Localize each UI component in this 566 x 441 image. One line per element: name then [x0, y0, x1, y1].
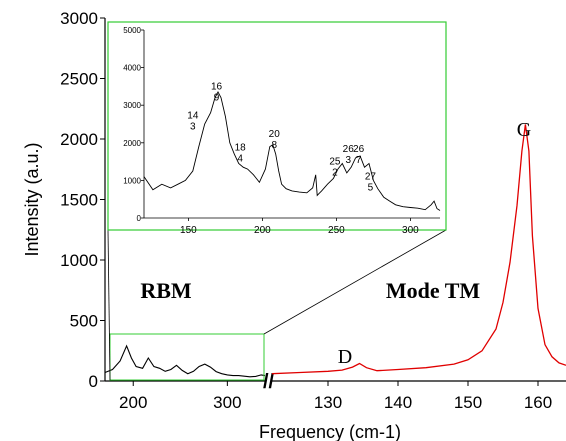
peak-label-line2: 3	[190, 121, 196, 132]
x-tick-label: 140	[384, 393, 412, 412]
mode-tm-label: Mode TM	[386, 278, 481, 303]
inset-x-tick-label: 150	[180, 225, 197, 236]
inset-x-tick-label: 250	[328, 225, 345, 236]
inset-y-tick-label: 1000	[123, 176, 141, 185]
peak-label-line1: 25	[329, 157, 341, 168]
x-tick-label: 130	[314, 393, 342, 412]
y-tick-label: 2500	[60, 70, 98, 89]
peak-label-line2: 2	[332, 168, 338, 179]
g-band-label: G	[517, 119, 531, 141]
rbm-series-line	[105, 346, 265, 377]
inset-x-tick-label: 200	[254, 225, 271, 236]
d-band-label: D	[338, 346, 352, 368]
peak-label-line1: 18	[235, 143, 247, 154]
x-tick-label: 160	[524, 393, 552, 412]
peak-label-line1: 20	[269, 129, 281, 140]
x-tick-label: 300	[213, 393, 241, 412]
inset-y-tick-label: 3000	[123, 101, 141, 110]
peak-label-line1: 27	[365, 171, 377, 182]
x-axis-title: Frequency (cm-1)	[259, 422, 401, 441]
y-tick-label: 1000	[60, 251, 98, 270]
peak-label-line1: 14	[187, 110, 199, 121]
peak-label-line2: 9	[214, 92, 220, 103]
y-tick-label: 2000	[60, 130, 98, 149]
rbm-label: RBM	[140, 278, 192, 303]
rbm-spectrum-series	[105, 346, 265, 377]
peak-label-line2: 5	[368, 182, 374, 193]
inset-y-tick-label: 0	[137, 214, 142, 223]
rbm-zoom-region	[108, 230, 446, 380]
inset-y-tick-label: 2000	[123, 139, 141, 148]
inset-y-tick-label: 4000	[123, 64, 141, 73]
peak-label-line2: 8	[271, 140, 277, 151]
y-tick-label: 3000	[60, 9, 98, 28]
peak-label-line2: 7	[356, 155, 362, 166]
peak-label-line2: 4	[237, 154, 243, 165]
y-tick-label: 500	[70, 312, 98, 331]
zoom-connector-line	[108, 230, 110, 380]
inset-y-tick-label: 5000	[123, 26, 141, 35]
inset-x-tick-label: 300	[402, 225, 419, 236]
x-tick-label: 150	[454, 393, 482, 412]
peak-label-line1: 26	[353, 144, 365, 155]
y-tick-label: 0	[89, 372, 98, 391]
x-tick-label: 200	[119, 393, 147, 412]
peak-label-line1: 16	[211, 81, 223, 92]
y-tick-label: 1500	[60, 191, 98, 210]
peak-label-line2: 3	[345, 155, 351, 166]
inset-frame	[108, 22, 446, 230]
y-axis-title: Intensity (a.u.)	[22, 142, 42, 256]
